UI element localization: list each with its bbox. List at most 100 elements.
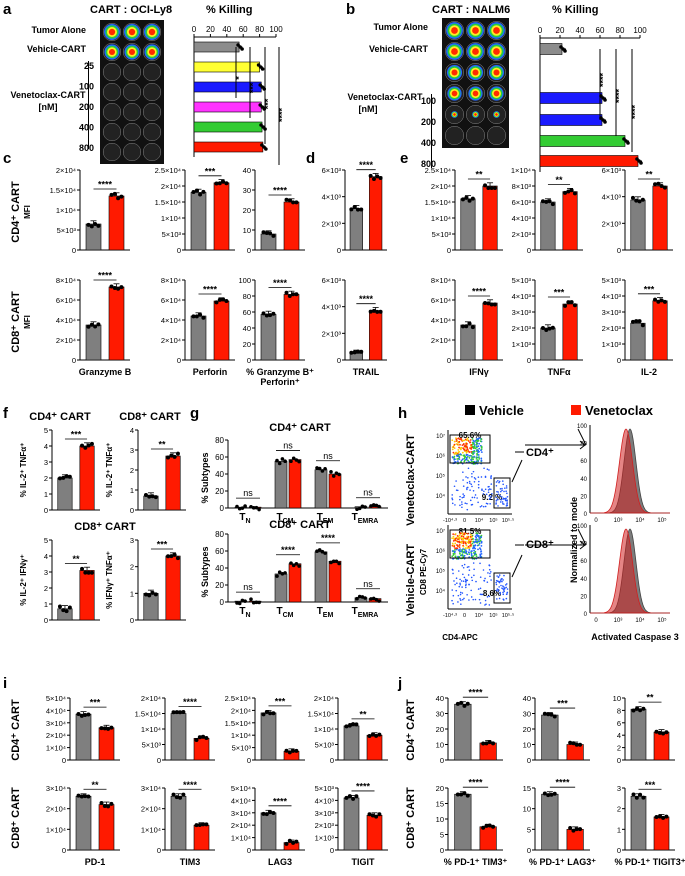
data-point xyxy=(492,185,497,190)
flow-dot xyxy=(480,505,483,507)
x-category-sub: EMRA xyxy=(358,612,379,619)
data-point xyxy=(280,457,285,461)
flow-dot xyxy=(464,584,467,587)
data-point xyxy=(462,791,467,796)
chart-i3: 0 5×10³ 1×10⁴ 1.5×10⁴ 2×10⁴ 2.5×10⁴ *** xyxy=(225,694,305,765)
flow-dot xyxy=(451,555,454,558)
flow-dot xyxy=(462,551,465,554)
flow-dot xyxy=(475,457,478,460)
flow-dot xyxy=(451,568,454,571)
y-tick-label: 5×10⁴ xyxy=(46,694,66,703)
data-point xyxy=(201,822,206,827)
flow-dot xyxy=(499,488,502,490)
flow-dot xyxy=(455,548,458,551)
data-point xyxy=(550,325,555,330)
y-tick-label: 1 xyxy=(44,490,48,499)
bracket-b xyxy=(431,94,432,168)
y-tick-label: 4×10³ xyxy=(512,214,532,223)
flow-dot xyxy=(466,579,469,582)
chart-e2: 0 2×10³ 4×10³ 6×10³ 8×10³ 1×10⁴ ** xyxy=(511,166,583,255)
x-label: Perforin xyxy=(193,367,228,377)
flow-dot xyxy=(483,467,485,470)
data-point xyxy=(175,451,180,456)
flow-dot xyxy=(498,586,500,588)
flow-dot xyxy=(480,451,483,454)
y-tick-label: 0 xyxy=(62,846,66,855)
panel-h-ylab: Normalized to mode xyxy=(569,497,579,583)
data-point xyxy=(465,701,470,706)
flow-dot xyxy=(452,451,455,454)
flow-dot xyxy=(506,495,509,498)
gate-cd8 xyxy=(449,529,491,559)
sig-label: **** xyxy=(281,545,296,555)
data-point xyxy=(367,812,372,817)
flow-dot xyxy=(501,489,503,492)
data-point xyxy=(371,596,376,601)
data-point xyxy=(664,814,669,819)
x-tick-label: 80 xyxy=(616,26,625,35)
bar xyxy=(562,191,578,251)
flow-dot xyxy=(475,555,478,558)
flow-dot xyxy=(462,538,465,541)
data-point xyxy=(197,735,202,740)
y-tick-label: 40 xyxy=(215,470,224,479)
plate-a xyxy=(100,20,164,164)
x-tick-label: 40 xyxy=(222,25,231,34)
data-point xyxy=(656,181,661,186)
flow-dot xyxy=(452,544,455,547)
flow-dot xyxy=(462,485,465,487)
y-tick-label: 4×10⁴ xyxy=(46,706,66,715)
dose-label-a: 200 xyxy=(79,102,94,112)
sig-label: ** xyxy=(359,709,367,719)
data-point xyxy=(178,710,183,715)
y-tick-label: 6×10³ xyxy=(322,276,342,285)
data-point xyxy=(291,840,296,845)
y-tick-label: 0 xyxy=(337,246,341,255)
flow-dot xyxy=(454,504,456,506)
data-point xyxy=(287,198,292,203)
y-tick-label: 3 xyxy=(44,458,48,467)
bar xyxy=(343,797,360,851)
data-point xyxy=(277,461,282,466)
flow-dot xyxy=(476,459,479,462)
panel-g-cd4-title: CD4⁺ CART xyxy=(269,422,331,434)
y-label: % IL-2⁺ TNFα⁺ xyxy=(105,443,114,498)
flow-y-tick: 10⁶ xyxy=(436,548,446,555)
y-tick-label: 0 xyxy=(617,846,621,855)
flow-dot xyxy=(460,540,462,543)
flow-dot xyxy=(495,496,497,499)
y-tick-label: 5×10³ xyxy=(162,230,182,239)
data-point xyxy=(264,313,269,318)
data-point xyxy=(661,731,666,736)
data-point xyxy=(491,741,496,746)
data-point xyxy=(657,814,662,819)
flow-dot xyxy=(480,593,483,596)
sig-label: **** xyxy=(183,697,198,707)
panel-h-ven-cart: Venetoclax-CART xyxy=(405,434,417,526)
flow-dot xyxy=(501,487,503,490)
sig-label-b: **** xyxy=(598,73,608,88)
y-tick-label: 0 xyxy=(527,846,531,855)
data-point xyxy=(249,597,253,602)
flow-dot xyxy=(472,547,474,550)
data-point xyxy=(147,494,152,499)
signal-red xyxy=(451,90,458,97)
x-label: PD-1 xyxy=(85,857,106,867)
bar xyxy=(108,286,125,361)
data-point xyxy=(89,570,94,575)
flow-dot xyxy=(465,581,467,583)
data-point xyxy=(486,301,491,306)
flow-dot xyxy=(478,542,481,545)
data-point xyxy=(637,199,642,204)
data-point xyxy=(574,742,579,747)
flow-dot xyxy=(480,541,483,544)
data-point xyxy=(243,504,247,508)
data-point xyxy=(347,723,352,728)
chart-c3: 0 10 20 30 40 **** xyxy=(243,166,305,255)
y-tick-label: 2×10⁴ xyxy=(314,694,334,703)
flow-dot xyxy=(463,445,466,448)
flow-dot xyxy=(460,554,463,557)
x-tick-label: 80 xyxy=(255,25,264,34)
data-point xyxy=(89,224,94,229)
flow-dot xyxy=(502,579,504,581)
